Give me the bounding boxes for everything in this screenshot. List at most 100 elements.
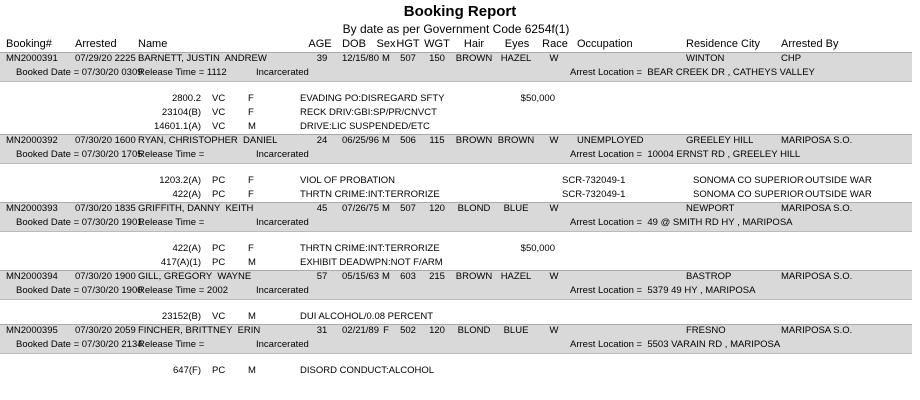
charge-code: 1203.2(A) <box>159 175 201 186</box>
record-band <box>0 324 912 354</box>
record-arrested: 07/30/20 2059 <box>75 325 136 336</box>
record-name: RYAN, CHRISTOPHER DANIEL <box>138 135 278 146</box>
release-time: Release Time = <box>138 217 205 228</box>
charge-bail: $50,000 <box>520 93 555 104</box>
record-sex: M <box>382 203 390 214</box>
status: Incarcerated <box>256 67 309 78</box>
charge-bail: $50,000 <box>520 243 555 254</box>
record-wgt: 150 <box>429 53 445 64</box>
charge-code: 23104(B) <box>161 107 201 118</box>
record-name: FINCHER, BRITTNEY ERIN <box>138 325 261 336</box>
record-race: W <box>549 271 559 282</box>
record-band <box>0 270 912 300</box>
charge-level: M <box>248 365 256 376</box>
charge-level: M <box>248 257 256 268</box>
record-hgt: 506 <box>400 135 416 146</box>
record-band <box>0 202 912 232</box>
arrest-location: Arrest Location = BEAR CREEK DR , CATHEY… <box>570 67 815 78</box>
record-wgt: 215 <box>429 271 445 282</box>
record-arrested-by: MARIPOSA S.O. <box>781 325 853 336</box>
charge-level: M <box>248 121 256 132</box>
charge-level: F <box>248 107 254 118</box>
column-header: Arrested <box>75 38 117 50</box>
record-age: 31 <box>316 325 328 336</box>
record-booking: MN2000393 <box>6 203 58 214</box>
record-booking: MN2000394 <box>6 271 58 282</box>
charge-desc: THRTN CRIME:INT:TERRORIZE <box>300 189 440 200</box>
record-eyes: BLUE <box>503 203 529 214</box>
record-dob: 06/25/96 <box>342 135 379 146</box>
charge-case: SCR-732049-1 <box>562 175 626 186</box>
record-hair: BLOND <box>457 203 491 214</box>
column-header: Race <box>542 38 568 50</box>
charge-agency: OUTSIDE WAR <box>805 189 872 200</box>
record-name: GRIFFITH, DANNY KEITH <box>138 203 254 214</box>
record-hgt: 507 <box>400 53 416 64</box>
report-subtitle: By date as per Government Code 6254f(1) <box>342 22 570 36</box>
charge-desc: DUI ALCOHOL/0.08 PERCENT <box>300 311 434 322</box>
record-dob: 12/15/80 <box>342 53 379 64</box>
record-wgt: 115 <box>429 135 445 146</box>
record-arrested: 07/30/20 1835 <box>75 203 136 214</box>
record-eyes: HAZEL <box>500 271 532 282</box>
column-header: AGE <box>308 38 332 50</box>
record-occupation: UNEMPLOYED <box>577 135 644 146</box>
arrest-location: Arrest Location = 10004 ERNST RD , GREEL… <box>570 149 801 160</box>
record-sex: M <box>382 53 390 64</box>
record-hair: BROWN <box>455 53 493 64</box>
record-booking: MN2000392 <box>6 135 58 146</box>
record-city: BASTROP <box>686 271 732 282</box>
charge-desc: EXHIBIT DEADWPN:NOT F/ARM <box>300 257 443 268</box>
charge-code: 422(A) <box>172 243 201 254</box>
column-header: Hair <box>463 38 485 50</box>
charge-type: VC <box>212 311 226 322</box>
record-arrested-by: CHP <box>781 53 802 64</box>
record-city: GREELEY HILL <box>686 135 754 146</box>
record-hair: BROWN <box>455 271 493 282</box>
charge-code: 647(F) <box>173 365 201 376</box>
charge-type: VC <box>212 107 226 118</box>
charge-case: SCR-732049-1 <box>562 189 626 200</box>
record-hgt: 502 <box>400 325 416 336</box>
record-dob: 05/15/63 <box>342 271 379 282</box>
charge-type: PC <box>212 243 226 254</box>
charge-level: F <box>248 93 254 104</box>
status: Incarcerated <box>256 339 309 350</box>
column-header: HGT <box>396 38 420 50</box>
record-eyes: HAZEL <box>500 53 532 64</box>
charge-code: 23152(B) <box>161 311 201 322</box>
status: Incarcerated <box>256 217 309 228</box>
record-arrested-by: MARIPOSA S.O. <box>781 135 853 146</box>
record-name: BARNETT, JUSTIN ANDREW <box>138 53 267 64</box>
record-hair: BROWN <box>455 135 493 146</box>
charge-type: PC <box>212 175 226 186</box>
record-sex: M <box>382 135 390 146</box>
column-header: Booking# <box>6 38 52 50</box>
charge-type: PC <box>212 257 226 268</box>
record-arrested-by: MARIPOSA S.O. <box>781 203 853 214</box>
record-arrested: 07/30/20 1600 <box>75 135 136 146</box>
record-name: GILL, GREGORY WAYNE <box>138 271 252 282</box>
charge-agency: OUTSIDE WAR <box>805 175 872 186</box>
arrest-location: Arrest Location = 49 @ SMITH RD HY , MAR… <box>570 217 793 228</box>
column-header: Occupation <box>577 38 633 50</box>
record-eyes: BROWN <box>497 135 535 146</box>
record-city: FRESNO <box>686 325 726 336</box>
charge-code: 14601.1(A) <box>153 121 201 132</box>
release-time: Release Time = 1112 <box>138 67 227 78</box>
charge-type: VC <box>212 121 226 132</box>
charge-desc: RECK DRIV:GBI:SP/PR/CNVCT <box>300 107 437 118</box>
record-city: NEWPORT <box>686 203 735 214</box>
charge-desc: THRTN CRIME:INT:TERRORIZE <box>300 243 440 254</box>
record-race: W <box>549 53 559 64</box>
record-arrested: 07/29/20 2225 <box>75 53 136 64</box>
record-band <box>0 52 912 82</box>
record-dob: 07/26/75 <box>342 203 379 214</box>
column-header: Sex <box>376 38 396 50</box>
charge-type: PC <box>212 365 226 376</box>
charge-desc: EVADING PO:DISREGARD SFTY <box>300 93 445 104</box>
release-time: Release Time = <box>138 149 205 160</box>
record-age: 45 <box>316 203 328 214</box>
record-age: 24 <box>316 135 328 146</box>
